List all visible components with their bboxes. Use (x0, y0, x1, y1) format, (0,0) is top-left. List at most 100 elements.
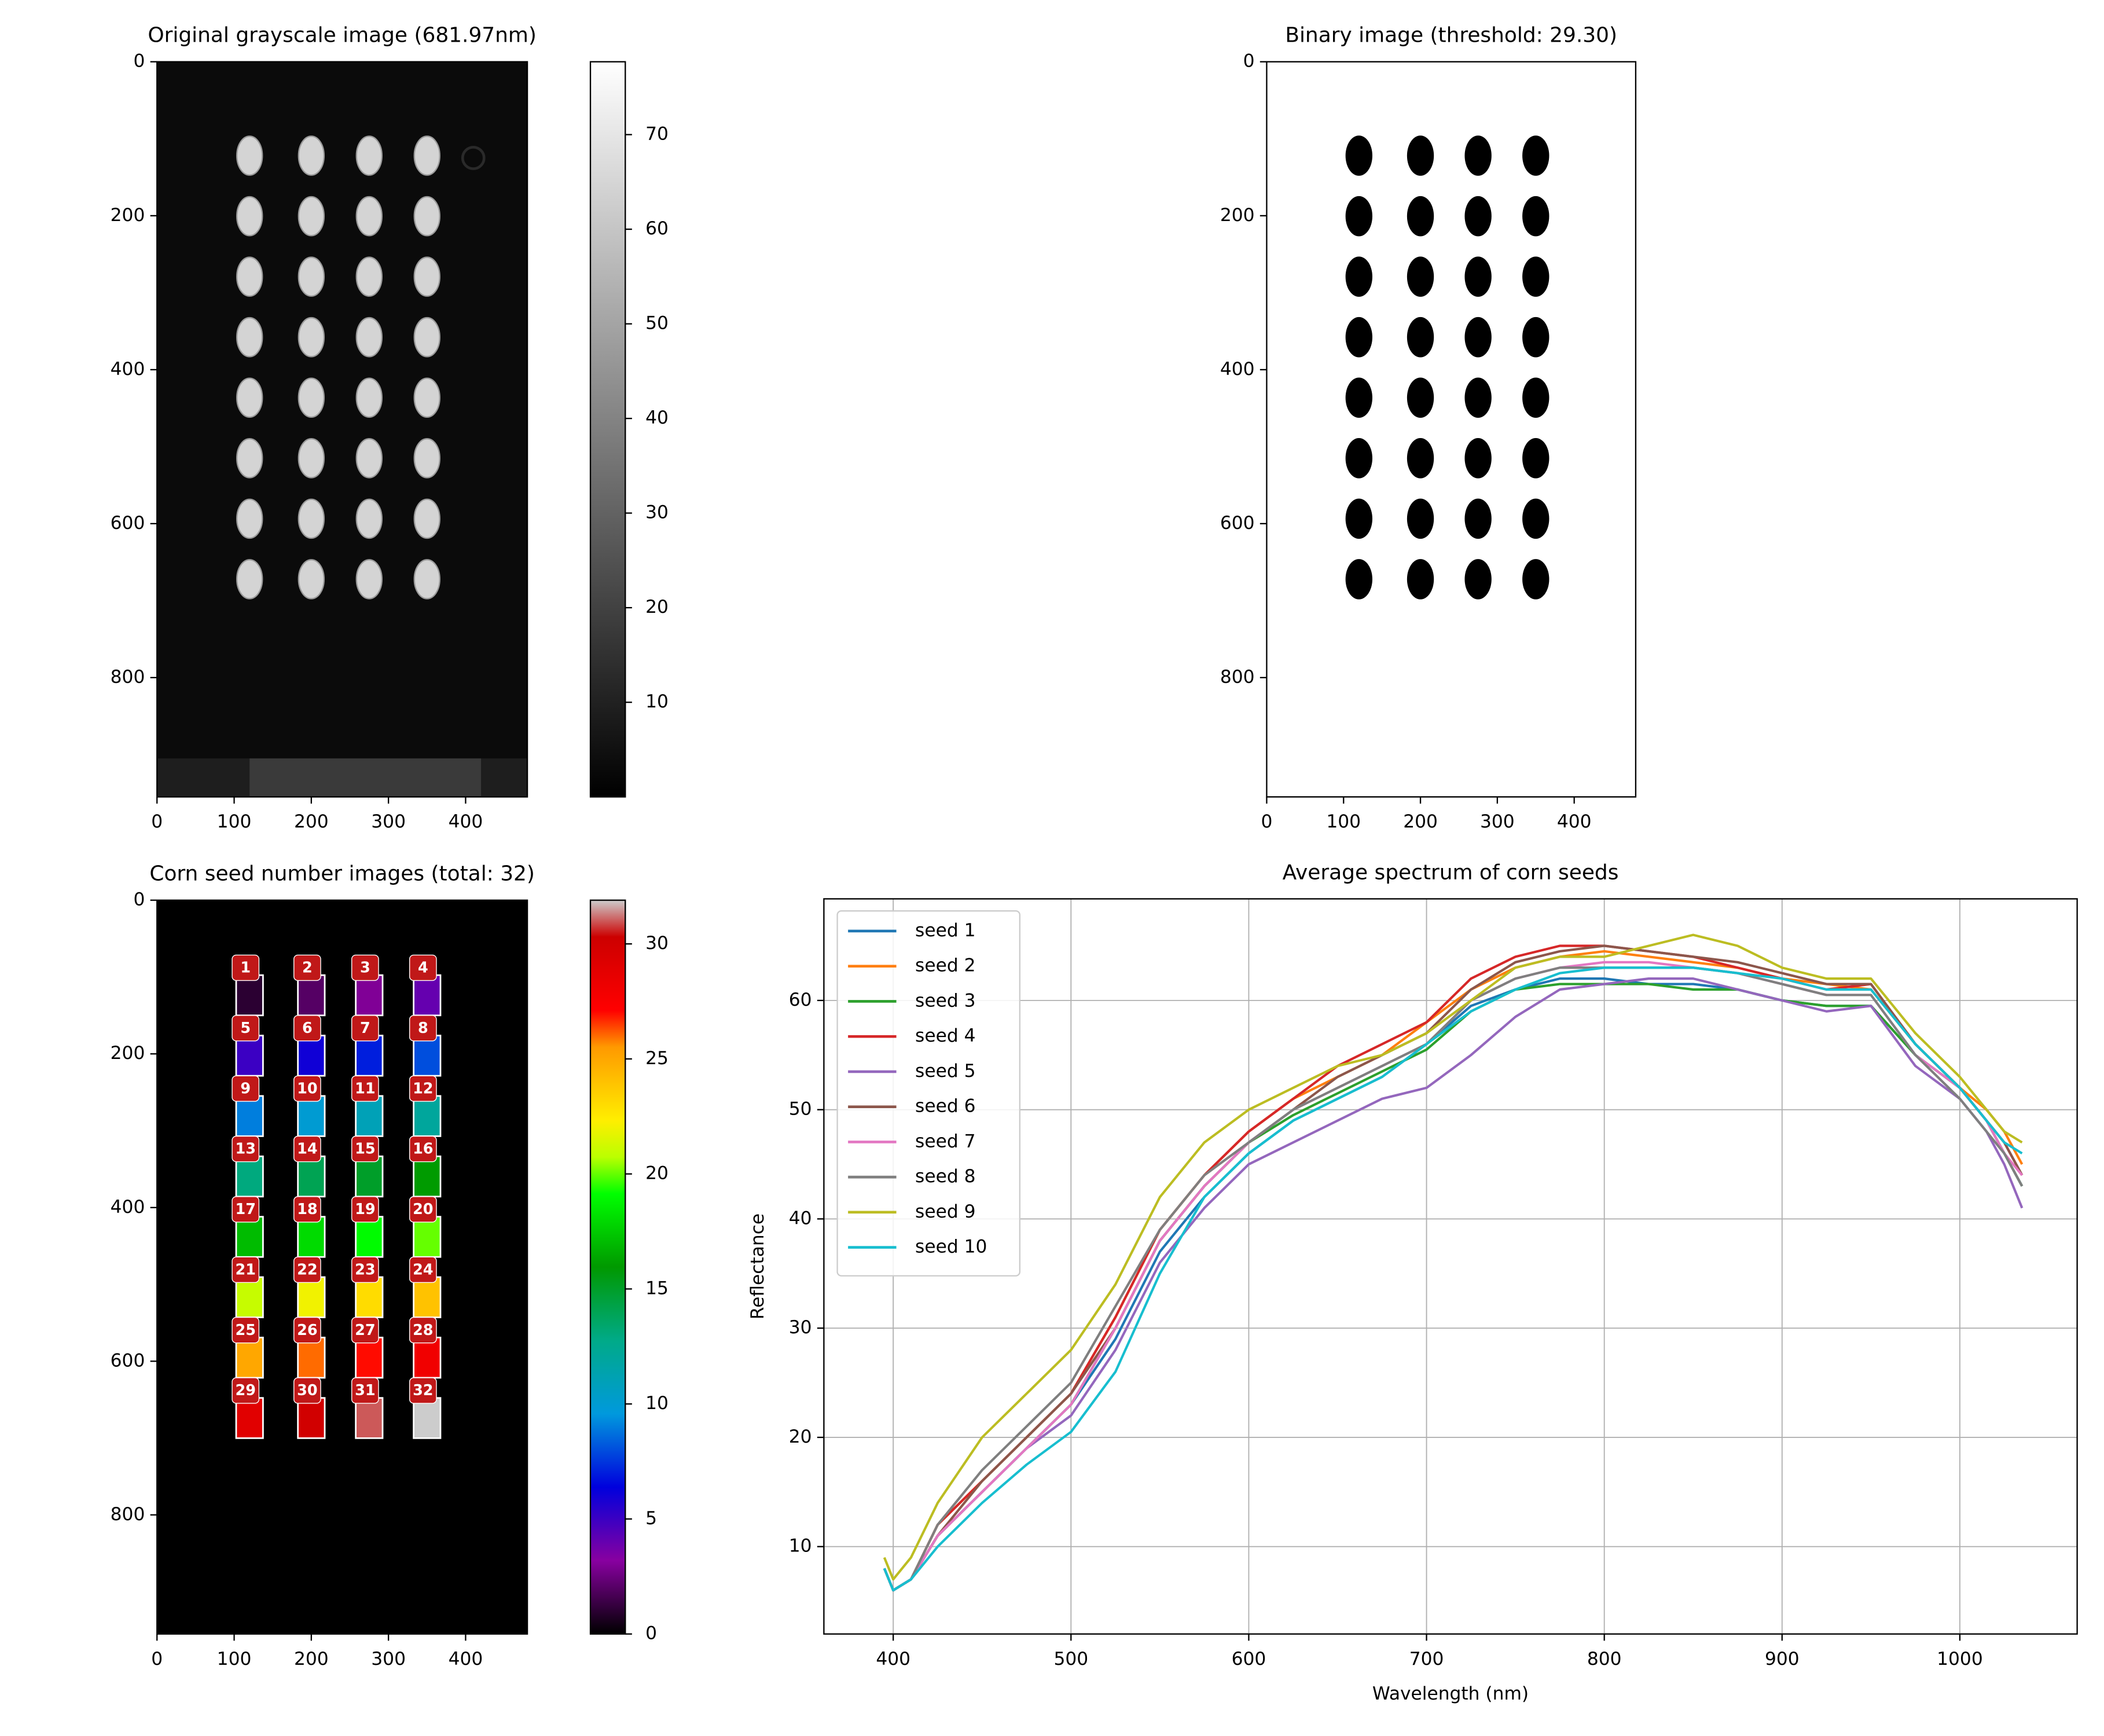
seed (355, 559, 383, 599)
legend-label: seed 5 (915, 1061, 976, 1082)
image-background (157, 900, 528, 1634)
x-tick-label: 100 (1326, 811, 1361, 832)
x-tick-label: 200 (294, 1649, 329, 1669)
legend-label: seed 1 (915, 920, 976, 941)
legend-label: seed 4 (915, 1025, 976, 1046)
seed-region (297, 1155, 326, 1198)
seed-badge (232, 1377, 260, 1404)
seed (1345, 317, 1372, 358)
seed (1345, 559, 1372, 599)
seed (1522, 135, 1549, 176)
seed-label: 1 (240, 959, 251, 977)
series-line (883, 966, 2024, 1592)
seed-label: 14 (297, 1141, 318, 1158)
x-tick-label: 200 (294, 811, 329, 832)
seed (355, 498, 383, 539)
seed-label: 15 (355, 1141, 376, 1158)
seed-label: 19 (355, 1201, 376, 1218)
colorbar-tick-label: 30 (645, 502, 669, 523)
seed-badge (351, 954, 379, 981)
seed-badge (293, 1135, 321, 1163)
seed (1464, 135, 1492, 176)
seed (1345, 438, 1372, 479)
x-tick-label: 600 (1232, 1649, 1266, 1669)
seed-region (297, 1216, 326, 1258)
series-line (883, 966, 2023, 1592)
y-tick-label: 200 (111, 1043, 145, 1064)
colorbar-tick-label: 10 (645, 1393, 669, 1414)
series-line (883, 983, 2024, 1592)
x-tick-label: 400 (1557, 811, 1592, 832)
seed-label: 10 (297, 1080, 318, 1097)
seed-badge (409, 1377, 437, 1404)
seed (1407, 559, 1434, 599)
series-line (883, 977, 2024, 1592)
seed-region (355, 1155, 384, 1198)
legend-label: seed 6 (915, 1096, 976, 1117)
seed (413, 317, 440, 358)
x-tick-label: 0 (151, 811, 163, 832)
seed-region (413, 1035, 442, 1077)
seed (1464, 498, 1492, 539)
y-axis-label: Reflectance (747, 1213, 768, 1319)
seed-region (413, 1276, 442, 1318)
seed-label: 18 (297, 1201, 318, 1218)
seed-region (355, 1276, 384, 1318)
seed (413, 377, 440, 418)
seed-label: 11 (355, 1080, 376, 1097)
legend-label: seed 10 (915, 1237, 987, 1257)
seed-region (297, 974, 326, 1017)
chart-title: Original grayscale image (681.97nm) (148, 24, 537, 47)
series-line (883, 961, 2024, 1592)
seed (1345, 498, 1372, 539)
series-line (883, 944, 2024, 1592)
x-tick-label: 300 (371, 811, 406, 832)
colorbar-tick-label: 15 (645, 1278, 669, 1299)
colorbar (589, 899, 626, 1635)
seed-label: 8 (418, 1020, 428, 1037)
seed-label: 29 (235, 1382, 256, 1399)
seed-badge (409, 1075, 437, 1102)
seed (355, 438, 383, 479)
seed-badge (351, 1377, 379, 1404)
seed-label: 4 (418, 959, 428, 977)
seed-badge (351, 1135, 379, 1163)
legend-label: seed 3 (915, 990, 976, 1011)
x-tick-label: 200 (1403, 811, 1438, 832)
seed (1464, 196, 1492, 237)
seed (298, 498, 325, 539)
seed-badge (351, 1196, 379, 1223)
x-tick-label: 700 (1409, 1649, 1444, 1669)
seed-label: 17 (235, 1201, 256, 1218)
seed (1522, 559, 1549, 599)
seed-badge (232, 1196, 260, 1223)
colorbar-tick-label: 60 (645, 218, 669, 239)
colorbar-tick-label: 10 (645, 692, 669, 712)
seed-badge (293, 1075, 321, 1102)
seed (1464, 438, 1492, 479)
seed-region (355, 974, 384, 1017)
seed (298, 559, 325, 599)
seed (413, 498, 440, 539)
seed (1407, 438, 1434, 479)
seed (236, 135, 263, 176)
seed-region (413, 974, 442, 1017)
seed (1345, 135, 1372, 176)
seed-region (413, 1336, 442, 1379)
seed (355, 196, 383, 237)
colorbar (589, 61, 626, 798)
seed-label: 9 (240, 1080, 251, 1097)
seed (1464, 317, 1492, 358)
image-background (1266, 61, 1636, 797)
y-tick-label: 400 (1220, 359, 1255, 380)
seed-label: 23 (355, 1261, 376, 1278)
seed (236, 559, 263, 599)
x-tick-label: 1000 (1937, 1649, 1983, 1669)
colorbar-tick-label: 0 (645, 1623, 657, 1644)
seed-region (297, 1336, 326, 1379)
seed-label: 13 (235, 1141, 256, 1158)
y-tick-label: 800 (111, 667, 145, 687)
legend-label: seed 8 (915, 1166, 976, 1187)
seed (1407, 256, 1434, 297)
